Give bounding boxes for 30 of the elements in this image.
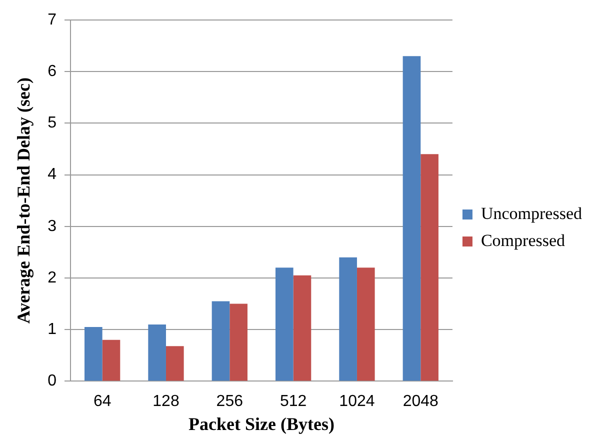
bar	[84, 327, 102, 381]
legend-label: Compressed	[480, 230, 566, 250]
y-tick-label: 3	[48, 218, 57, 235]
y-tick-label: 7	[48, 11, 57, 28]
bar	[275, 268, 294, 381]
bar	[293, 275, 312, 381]
bar	[230, 304, 248, 381]
bar	[102, 340, 120, 381]
bar	[166, 346, 184, 381]
bar	[339, 257, 357, 381]
y-tick-label: 1	[48, 321, 57, 338]
x-tick-label: 256	[216, 393, 244, 410]
bar	[402, 56, 421, 381]
bar	[212, 301, 230, 381]
bar	[356, 268, 375, 381]
y-tick-label: 4	[48, 166, 57, 184]
y-tick-label: 6	[48, 63, 57, 80]
bar	[420, 154, 438, 381]
y-axis-title: Average End-to-End Delay (sec)	[13, 78, 34, 324]
x-tick-label: 2048	[402, 393, 439, 410]
x-tick-label: 512	[280, 393, 307, 410]
bar	[148, 324, 166, 381]
y-tick-label: 5	[48, 114, 57, 132]
x-tick-label: 1024	[339, 393, 375, 410]
x-axis-title: Packet Size (Bytes)	[188, 414, 334, 434]
x-tick-label: 128	[152, 393, 180, 410]
y-tick-label: 0	[48, 372, 57, 390]
legend-label: Uncompressed	[480, 204, 582, 223]
x-tick-label: 64	[93, 393, 112, 410]
y-tick-label: 2	[48, 269, 57, 286]
